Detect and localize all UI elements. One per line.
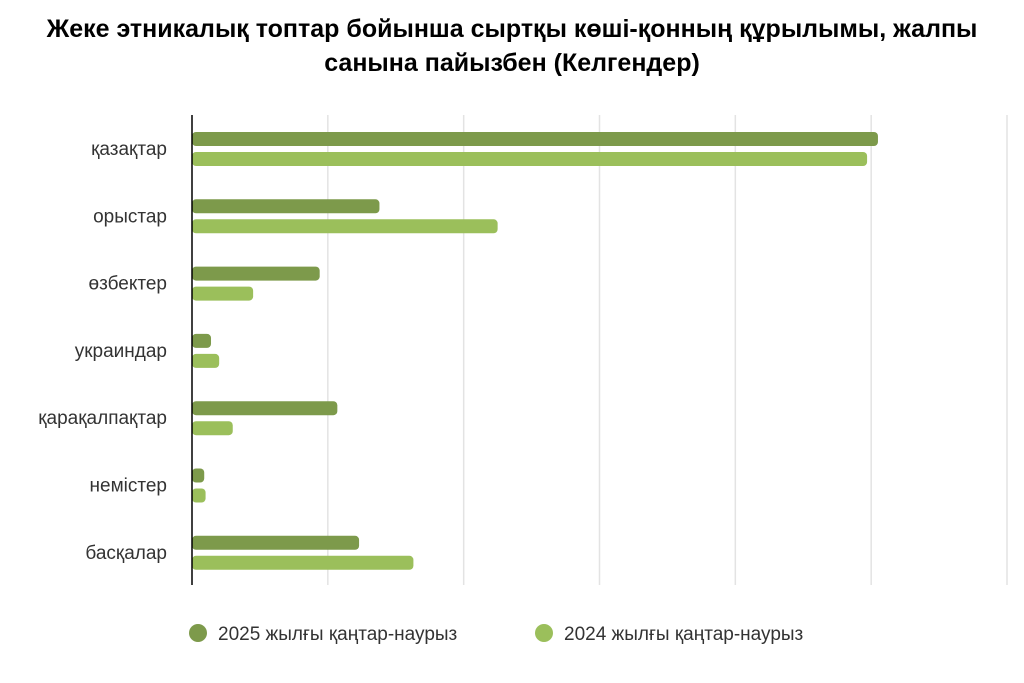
bar-series-1 (192, 401, 338, 416)
category-label: орыстар (93, 206, 167, 227)
legend-marker (189, 624, 207, 642)
legend-label: 2024 жылғы қаңтар-наурыз (564, 624, 803, 645)
bar-series-2 (192, 488, 206, 503)
bar-series-2 (192, 152, 868, 166)
bar-series-2 (192, 555, 414, 570)
bar-series-1 (192, 266, 320, 281)
bars (192, 132, 878, 570)
bar-series-2 (192, 421, 233, 436)
bar-series-1 (192, 333, 212, 348)
bar-series-1 (192, 199, 380, 214)
bar-series-1 (192, 468, 205, 483)
category-label: қазақтар (91, 139, 167, 160)
category-label: немістер (90, 476, 167, 497)
category-labels: қазақтар орыстар өзбектер украиндар қарақалп… (38, 139, 167, 564)
bar-series-1 (192, 132, 878, 146)
legend-label: 2025 жылғы қаңтар-наурыз (218, 624, 457, 645)
gridlines (327, 115, 1008, 585)
category-label: басқалар (85, 543, 167, 564)
bar-series-1 (192, 535, 360, 550)
category-label: қарақалпақтар (38, 408, 167, 429)
bar-series-2 (192, 353, 220, 368)
legend-marker (535, 624, 553, 642)
bar-series-2 (192, 219, 498, 234)
legend: 2025 жылғы қаңтар-наурыз 2024 жылғы қаңта… (189, 624, 803, 645)
bar-series-2 (192, 286, 254, 301)
category-label: украиндар (75, 341, 167, 362)
chart-title: Жеке этникалық топтар бойынша сыртқы көш… (46, 15, 978, 77)
category-label: өзбектер (89, 274, 167, 295)
